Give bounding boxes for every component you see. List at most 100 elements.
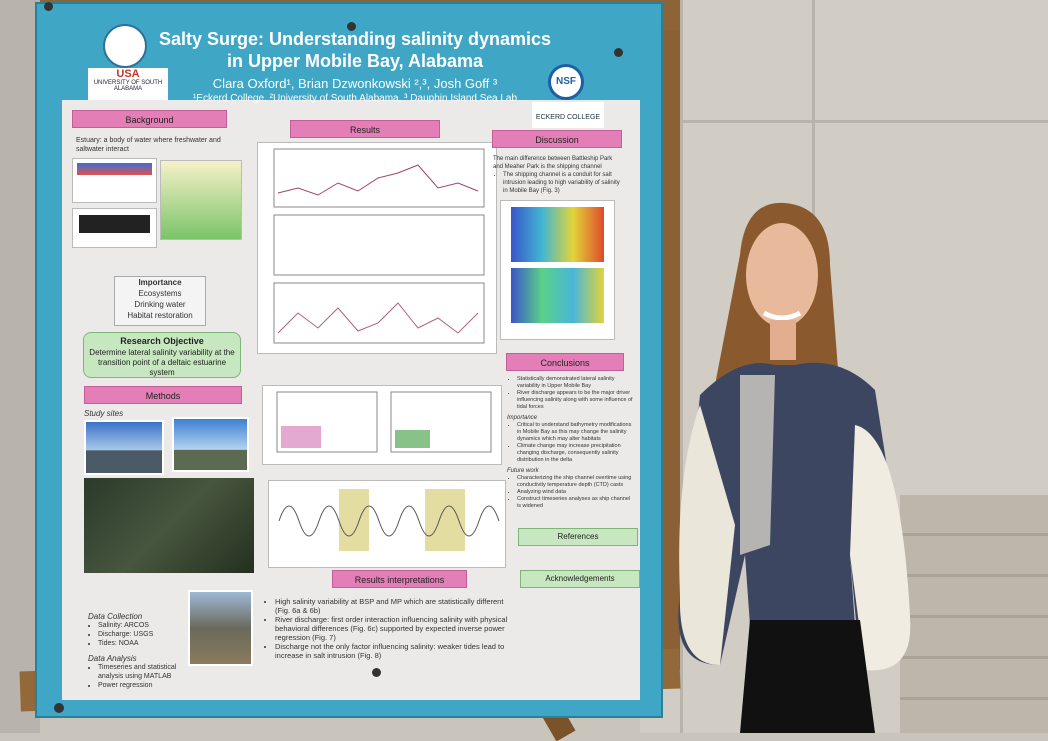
pin [372,668,381,677]
wall-seam [680,0,683,733]
logo-usa-name: UNIVERSITY OF SOUTH ALABAMA [93,80,163,92]
section-heading: Background [72,110,227,128]
subheading: Data Collection [88,612,143,621]
importance-box: Importance Ecosystems Drinking water Hab… [114,276,206,326]
brick-wall [900,495,1048,733]
list-item: Statistically demonstrated lateral salin… [517,376,635,390]
logo-usa: USA UNIVERSITY OF SOUTH ALABAMA [88,68,168,100]
pin [347,22,356,31]
paragraph: The main difference between Battleship P… [493,156,613,170]
pin [44,2,53,11]
list-item: Characterizing the ship channel overtime… [517,475,635,489]
pin [54,703,64,713]
discussion-text: The main difference between Battleship P… [493,155,623,195]
figure [262,385,502,465]
list-item: Timeseries and statistical analysis usin… [98,663,188,681]
list-item: Analyzing wind data [517,489,635,496]
figure [160,160,242,240]
panel [276,391,378,453]
wall-left [0,0,40,733]
scatter-cloud [395,430,430,448]
logo-circle [103,24,147,68]
skirt [740,620,875,733]
list-item: Discharge not the only factor influencin… [275,642,515,660]
trace [278,505,500,537]
subheading: Data Analysis [88,654,137,663]
figure [257,142,497,354]
panel [273,282,485,344]
list-item: Construct timeseries analyses as ship ch… [517,496,635,510]
importance-item: Drinking water [134,300,186,309]
site-map [84,478,254,573]
section-heading: Results interpretations [332,570,467,588]
figure-graphic [511,268,604,323]
subheading: Future work [507,468,539,474]
pin [614,48,623,57]
smile [762,310,802,321]
list-item: River discharge: first order interaction… [275,615,515,642]
objective-text: Determine lateral salinity variability a… [89,348,235,377]
figure [268,480,506,568]
list-item: Salinity: ARCOS [98,621,188,630]
list-item: High salinity variability at BSP and MP … [275,597,515,615]
blouse [678,362,911,667]
figure-graphic [276,391,492,453]
section-heading: Results [290,120,440,138]
importance-heading: Importance [138,278,182,287]
trace [277,302,479,334]
trace [277,164,479,196]
objective-heading: Research Objective [120,336,204,346]
logo-nsf: NSF [548,64,584,100]
list-item: Climate change may increase precipitatio… [517,443,635,464]
poster-title: Salty Surge: Understanding salinity dyna… [158,29,552,71]
panel [390,391,492,453]
panel [273,214,485,276]
section-heading: References [518,528,638,546]
site-photo [172,417,249,472]
sleeve [850,425,911,671]
list-item: Critical to understand bathymetry modifi… [517,422,635,443]
poster-affiliations: ¹Eckerd College, ²University of South Al… [192,93,518,104]
list-item: Power regression [98,681,188,690]
logo-usa-text: USA [116,68,140,80]
importance-item: Habitat restoration [127,311,193,320]
objective-box: Research Objective Determine lateral sal… [83,332,241,378]
highlight [339,489,369,551]
scatter-cloud [281,426,321,448]
list-item: River discharge appears to be the major … [517,390,635,411]
neck [770,320,796,360]
figure [72,208,157,248]
section-heading: Acknowledgements [520,570,640,588]
figure-graphic [278,489,500,551]
section-heading: Conclusions [506,353,624,371]
figure-graphic [511,207,604,262]
interpretation-text: High salinity variability at BSP and MP … [265,597,515,660]
list-item: The shipping channel is a conduit for sa… [503,171,623,195]
subheading: Importance [507,415,538,421]
panel [273,148,485,208]
list-item: Tides: NOAA [98,639,188,648]
site-photo [188,590,253,666]
logo-eckerd: ECKERD COLLEGE [532,102,604,128]
site-photo [84,420,164,475]
section-heading: Discussion [492,130,622,148]
wall-seam [680,120,1048,123]
importance-item: Ecosystems [138,289,182,298]
figure-graphic [77,163,152,175]
background-text: Estuary: a body of water where freshwate… [76,137,221,153]
blouse-panel [740,375,775,555]
face [746,223,818,327]
section-heading: Methods [84,386,242,404]
figure [500,200,615,340]
figure-graphic [79,215,150,233]
poster-authors: Clara Oxford¹, Brian Dzwonkowski ²,³, Jo… [212,76,498,91]
person [678,202,911,733]
conclusions-text: Statistically demonstrated lateral salin… [507,376,635,510]
figure [72,158,157,203]
methods-text: Data Collection Salinity: ARCOSDischarge… [88,612,188,690]
list-item: Discharge: USGS [98,630,188,639]
figure-graphic [273,148,485,344]
sleeve [679,405,735,665]
subheading: Study sites [84,409,124,418]
